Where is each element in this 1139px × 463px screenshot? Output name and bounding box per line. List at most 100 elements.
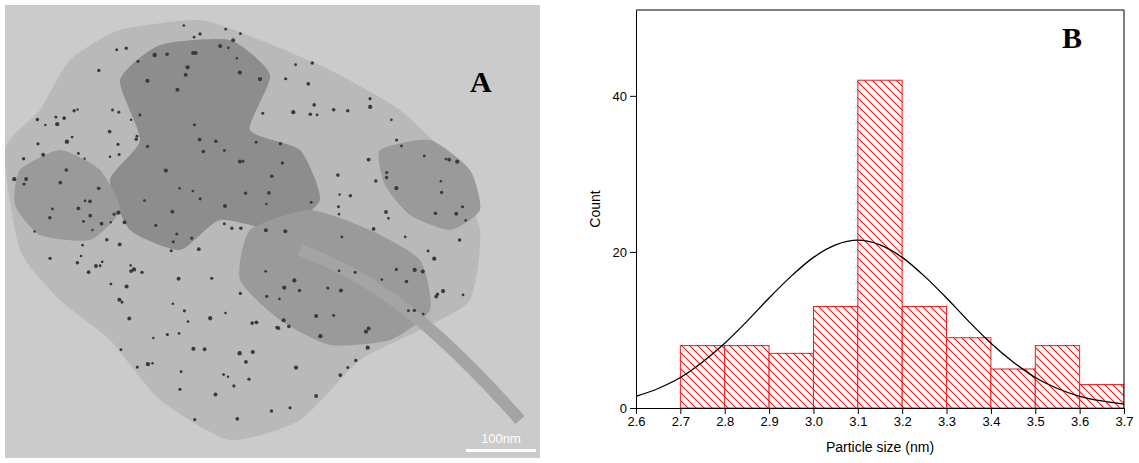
nanoparticle	[291, 110, 295, 114]
nanoparticle	[237, 351, 241, 355]
nanoparticle	[222, 373, 225, 376]
support-film	[5, 20, 480, 440]
nanoparticle	[108, 130, 112, 134]
nanoparticle	[116, 211, 120, 215]
y-tick-label: 0	[620, 401, 627, 416]
nanoparticle	[88, 214, 92, 218]
nanoparticle	[111, 109, 114, 112]
nanoparticle	[422, 313, 425, 316]
nanoparticle	[51, 207, 54, 210]
nanoparticle	[120, 301, 123, 304]
nanoparticle	[441, 289, 445, 293]
x-axis: 2.62.72.82.93.03.13.23.33.43.53.63.7	[627, 408, 1133, 429]
x-tick-mark	[1080, 408, 1081, 414]
nanoparticle	[210, 277, 213, 280]
nanoparticle	[458, 238, 461, 241]
nanoparticle	[182, 24, 185, 27]
nanoparticle	[197, 247, 201, 251]
nanoparticle	[387, 217, 390, 220]
histogram-bar	[813, 307, 857, 408]
nanoparticle	[242, 160, 245, 163]
nanoparticle	[33, 230, 35, 232]
nanoparticle	[198, 138, 202, 142]
nanoparticle	[395, 268, 398, 271]
nanoparticle	[270, 409, 273, 412]
nanoparticle	[261, 112, 264, 115]
nanoparticle	[230, 227, 233, 230]
nanoparticle	[247, 378, 250, 381]
micrograph-panel: A100nm	[5, 5, 540, 458]
nanoparticle	[130, 118, 132, 120]
nanoparticle	[288, 406, 291, 409]
x-tick: 3.2	[894, 408, 912, 429]
nanoparticle	[187, 320, 190, 323]
nanoparticle	[368, 97, 371, 100]
y-tick: 0	[620, 401, 636, 416]
y-tick: 40	[613, 89, 636, 104]
x-tick-mark	[769, 408, 770, 414]
nanoparticle	[116, 143, 119, 146]
nanoparticle	[440, 191, 443, 194]
nanoparticle	[346, 109, 350, 113]
nanoparticle	[99, 264, 102, 267]
nanoparticle	[152, 53, 156, 57]
nanoparticle	[136, 365, 139, 368]
nanoparticle	[223, 149, 226, 152]
nanoparticle	[312, 103, 316, 107]
x-tick-label: 3.6	[1071, 414, 1089, 429]
nanoparticle	[185, 65, 189, 69]
x-tick-mark	[858, 408, 859, 414]
nanoparticle	[279, 142, 283, 146]
nanoparticle	[105, 238, 109, 242]
x-axis-title: Particle size (nm)	[826, 439, 934, 455]
x-tick: 3.0	[805, 408, 823, 429]
nanoparticle	[125, 47, 128, 50]
x-tick: 2.6	[627, 408, 645, 429]
nanoparticle	[454, 212, 458, 216]
nanoparticle	[192, 190, 195, 193]
nanoparticle	[413, 268, 417, 272]
nanoparticle	[255, 141, 258, 144]
x-tick: 3.3	[938, 408, 956, 429]
nanoparticle	[36, 142, 39, 145]
nanoparticle	[151, 362, 153, 364]
nanoparticle	[201, 150, 205, 154]
nanoparticle	[340, 236, 343, 239]
nanoparticle	[164, 168, 168, 172]
nanoparticle	[138, 113, 141, 116]
nanoparticle	[338, 269, 341, 272]
y-axis-title: Count	[587, 190, 603, 227]
histogram-bar	[947, 338, 991, 408]
frame-right	[1124, 10, 1125, 408]
x-tick: 3.7	[1115, 408, 1133, 429]
nanoparticle	[54, 115, 57, 118]
nanoparticle	[421, 269, 425, 273]
histogram-bar	[769, 353, 813, 408]
nanoparticle	[83, 157, 85, 159]
nanoparticle	[270, 174, 274, 178]
nanoparticle	[238, 159, 242, 163]
nanoparticle	[326, 286, 329, 289]
x-axis-line	[637, 408, 1125, 409]
x-tick-mark	[725, 408, 726, 414]
nanoparticle	[214, 393, 218, 397]
nanoparticle	[166, 333, 169, 336]
y-tick-mark	[630, 96, 636, 97]
nanoparticle	[314, 314, 318, 318]
nanoparticle	[178, 187, 180, 189]
nanoparticle	[44, 124, 46, 126]
nanoparticle	[292, 278, 296, 282]
nanoparticle	[136, 135, 139, 138]
nanoparticle	[132, 267, 136, 271]
nanoparticle	[178, 388, 181, 391]
x-tick-label: 2.6	[627, 414, 645, 429]
nanoparticle	[267, 191, 271, 195]
nanoparticle	[36, 118, 40, 122]
nanoparticle	[101, 260, 104, 263]
x-tick: 3.6	[1071, 408, 1089, 429]
nanoparticle	[117, 111, 120, 114]
nanoparticle	[244, 360, 248, 364]
nanoparticle	[394, 186, 398, 190]
x-tick-label: 3.5	[1027, 414, 1045, 429]
nanoparticle	[180, 370, 183, 373]
